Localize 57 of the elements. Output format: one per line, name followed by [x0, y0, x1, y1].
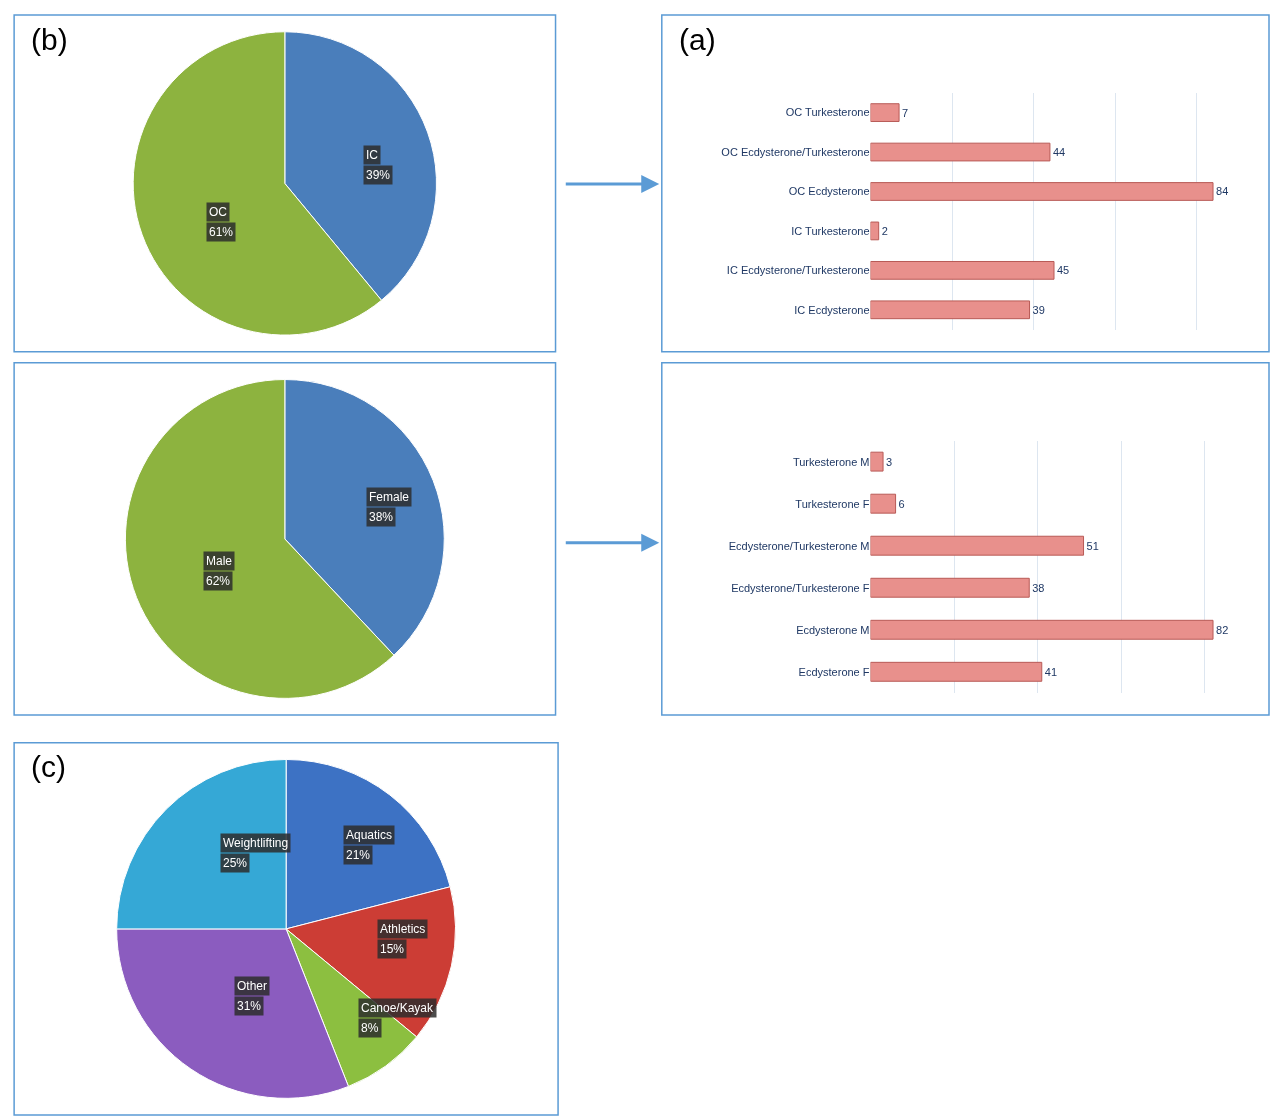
slice-label: IC: [366, 148, 379, 162]
bar: [870, 182, 1214, 201]
data-label: 15%: [380, 942, 405, 956]
y-tick-label: IC Ecdysterone/Turkesterone: [726, 264, 870, 277]
slice-label: Aquatics: [346, 828, 393, 842]
slice-label: Male: [206, 554, 233, 568]
bar: [870, 577, 1030, 598]
y-tick-label: IC Turkesterone: [791, 224, 870, 237]
slice-label: Weightlifting: [223, 836, 289, 850]
chart-title: (a): [679, 23, 716, 56]
data-label: 6: [898, 497, 905, 510]
bar: [870, 221, 880, 241]
data-label: 25%: [223, 856, 248, 870]
data-label: 38%: [369, 510, 394, 524]
y-tick-label: Ecdysterone F: [798, 665, 870, 678]
y-tick-label: Turkesterone F: [795, 497, 870, 510]
data-label: 21%: [346, 848, 371, 862]
bar: [870, 451, 884, 472]
y-tick-label: IC Ecdysterone: [794, 303, 870, 316]
chart-title: (c): [31, 750, 66, 783]
y-tick-label: OC Ecdysterone/Turkesterone: [721, 145, 870, 158]
data-label: 39%: [366, 168, 391, 182]
slice-label: Other: [237, 979, 268, 993]
y-tick-label: Ecdysterone/Turkesterone F: [731, 581, 870, 594]
data-label: 8%: [361, 1021, 379, 1035]
bar: [870, 103, 900, 122]
data-label: 62%: [206, 574, 231, 588]
data-label: 51: [1086, 539, 1099, 552]
data-label: 61%: [209, 225, 234, 239]
data-label: 39: [1032, 303, 1045, 316]
data-label: 82: [1216, 623, 1229, 636]
slice-label: OC: [209, 205, 228, 219]
data-label: 3: [886, 455, 893, 468]
bar: [870, 493, 897, 514]
bar: [870, 142, 1051, 162]
slice-label: Female: [369, 490, 410, 504]
bar: [870, 535, 1085, 556]
data-label: 7: [902, 106, 909, 119]
bar: [870, 619, 1214, 640]
data-label: 44: [1052, 146, 1066, 159]
slice-label: Canoe/Kayak: [361, 1001, 435, 1015]
data-label: 2: [881, 224, 888, 237]
data-label: 31%: [237, 999, 262, 1013]
y-tick-label: OC Turkesterone: [785, 106, 870, 119]
data-label: 38: [1032, 581, 1045, 594]
data-label: 45: [1057, 264, 1070, 277]
data-label: 41: [1044, 665, 1058, 678]
data-label: 84: [1216, 185, 1229, 198]
chart-title: (b): [31, 23, 68, 56]
y-tick-label: Ecdysterone M: [796, 623, 870, 636]
y-tick-label: Turkesterone M: [792, 455, 870, 468]
bar: [870, 300, 1031, 320]
y-tick-label: Ecdysterone/Turkesterone M: [728, 539, 870, 552]
bar: [870, 661, 1043, 682]
y-tick-label: OC Ecdysterone: [788, 185, 870, 198]
bar: [870, 260, 1055, 280]
slice-label: Athletics: [380, 922, 426, 936]
